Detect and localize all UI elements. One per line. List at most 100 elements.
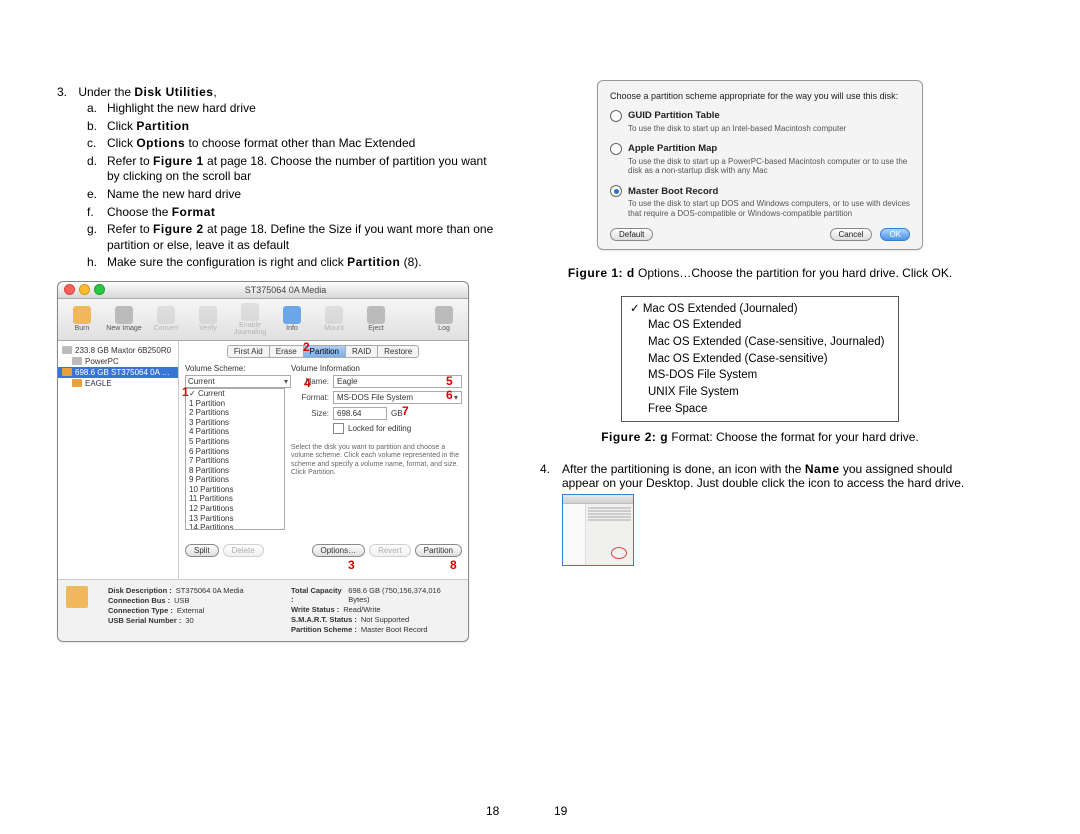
tab-raid[interactable]: RAID (345, 345, 378, 358)
toolbar-info[interactable]: Info (274, 306, 310, 332)
vs-option[interactable]: 1 Partition (186, 399, 284, 409)
sidebar-disk-1[interactable]: 233.8 GB Maxtor 6B250R0 (58, 345, 178, 356)
page-number-18: 18 (486, 804, 499, 818)
desktop-thumbnail (562, 494, 634, 566)
item-number: 4. (540, 462, 562, 490)
volume-scheme-col: Volume Scheme: Current▾ Current1 Partiti… (185, 364, 285, 530)
sub-d: d.Refer to Figure 1 at page 18. Choose t… (87, 154, 507, 185)
name-input[interactable]: Eagle (333, 375, 462, 388)
partition-options-dialog: Choose a partition scheme appropriate fo… (597, 80, 923, 250)
radio-icon[interactable] (610, 110, 622, 122)
sub-c: c.Click Options to choose format other t… (87, 136, 507, 152)
volume-scheme-dropdown[interactable]: Current▾ (185, 375, 291, 388)
format-option[interactable]: Mac OS Extended (Journaled) (630, 301, 890, 318)
tab-bar: First Aid Erase Partition RAID Restore (185, 345, 462, 358)
vs-option[interactable]: 6 Partitions (186, 447, 284, 457)
size-unit: GB (391, 409, 403, 418)
vs-option[interactable]: 7 Partitions (186, 456, 284, 466)
vs-option[interactable]: 10 Partitions (186, 485, 284, 495)
format-select[interactable]: MS-DOS File System▾ (333, 391, 462, 404)
tab-first-aid[interactable]: First Aid (227, 345, 270, 358)
toolbar-convert: Convert (148, 306, 184, 332)
cancel-button[interactable]: Cancel (830, 228, 873, 241)
page-left: 3. Under the Disk Utilities, a.Highlight… (57, 85, 507, 642)
vs-option[interactable]: 9 Partitions (186, 475, 284, 485)
partition-button[interactable]: Partition (415, 544, 462, 557)
disk-sidebar: 233.8 GB Maxtor 6B250R0 PowerPC 698.6 GB… (58, 341, 179, 579)
sub-list: a.Highlight the new hard drive b.Click P… (87, 101, 507, 271)
vs-option[interactable]: Current (186, 389, 284, 399)
disk-icon (62, 346, 72, 354)
list-item-3: 3. Under the Disk Utilities, a.Highlight… (57, 85, 507, 271)
item-number: 3. (57, 85, 75, 99)
ok-button[interactable]: OK (880, 228, 910, 241)
minimize-icon[interactable] (79, 284, 90, 295)
format-option[interactable]: MS-DOS File System (630, 367, 890, 384)
tab-erase[interactable]: Erase (269, 345, 304, 358)
volume-info-col: Volume Information Name:Eagle Format:MS-… (291, 364, 462, 530)
verify-icon (199, 306, 217, 324)
sidebar-vol-eagle[interactable]: EAGLE (58, 378, 178, 389)
split-button[interactable]: Split (185, 544, 219, 557)
main-list: 3. Under the Disk Utilities, a.Highlight… (57, 85, 507, 271)
vs-option[interactable]: 12 Partitions (186, 504, 284, 514)
vs-option[interactable]: 14 Partitions (186, 523, 284, 530)
vs-option[interactable]: 2 Partitions (186, 408, 284, 418)
sidebar-vol-powerpc[interactable]: PowerPC (58, 356, 178, 367)
vs-option[interactable]: 3 Partitions (186, 418, 284, 428)
titlebar: ST375064 0A Media (58, 282, 468, 299)
default-button[interactable]: Default (610, 228, 653, 241)
radio-icon-selected[interactable] (610, 185, 622, 197)
volume-scheme-label: Volume Scheme: (185, 364, 285, 373)
vs-option[interactable]: 8 Partitions (186, 466, 284, 476)
toolbar-log[interactable]: Log (426, 306, 462, 332)
format-option[interactable]: UNIX File System (630, 384, 890, 401)
dialog-heading: Choose a partition scheme appropriate fo… (610, 91, 910, 102)
figure-1-caption: Figure 1: d Options…Choose the partition… (540, 266, 980, 280)
vs-option[interactable]: 5 Partitions (186, 437, 284, 447)
vs-option[interactable]: 4 Partitions (186, 427, 284, 437)
format-option[interactable]: Mac OS Extended (630, 317, 890, 334)
toolbar-eject[interactable]: Eject (358, 306, 394, 332)
option-apple[interactable]: Apple Partition Map To use the disk to s… (610, 143, 910, 175)
format-option[interactable]: Free Space (630, 401, 890, 418)
option-label: GUID Partition Table (628, 110, 720, 121)
du-footer: Disk Description : ST375064 0A Media Con… (58, 580, 468, 641)
help-text: Select the disk you want to partition an… (291, 444, 462, 478)
option-mbr[interactable]: Master Boot Record To use the disk to st… (610, 185, 910, 217)
mount-icon (325, 306, 343, 324)
format-list[interactable]: Mac OS Extended (Journaled)Mac OS Extend… (621, 296, 899, 423)
tab-partition[interactable]: Partition (303, 345, 346, 358)
dialog-buttons: Default Cancel OK (610, 228, 910, 241)
close-icon[interactable] (64, 284, 75, 295)
chevron-down-icon: ▾ (454, 393, 458, 402)
locked-checkbox[interactable] (333, 423, 344, 434)
page-number-19: 19 (554, 804, 567, 818)
toolbar: Burn New Image Convert Verify Enable Jou… (58, 299, 468, 341)
du-body: 233.8 GB Maxtor 6B250R0 PowerPC 698.6 GB… (58, 341, 468, 580)
format-option[interactable]: Mac OS Extended (Case-sensitive) (630, 351, 890, 368)
toolbar-burn[interactable]: Burn (64, 306, 100, 332)
window-controls[interactable] (64, 284, 105, 295)
sub-a: a.Highlight the new hard drive (87, 101, 507, 117)
options-button[interactable]: Options… (312, 544, 366, 557)
format-option[interactable]: Mac OS Extended (Case-sensitive, Journal… (630, 334, 890, 351)
radio-icon[interactable] (610, 143, 622, 155)
list-item-4-wrap: 4. After the partitioning is done, an ic… (540, 462, 980, 566)
volume-icon (72, 379, 82, 387)
sub-e: e.Name the new hard drive (87, 187, 507, 203)
vs-option[interactable]: 13 Partitions (186, 514, 284, 524)
disk-footer-icon (66, 586, 88, 608)
option-desc: To use the disk to start up an Intel-bas… (628, 124, 910, 133)
volume-scheme-list[interactable]: Current1 Partition2 Partitions3 Partitio… (185, 388, 285, 530)
vs-option[interactable]: 11 Partitions (186, 494, 284, 504)
journaling-icon (241, 303, 259, 321)
sidebar-disk-2-selected[interactable]: 698.6 GB ST375064 0A … (58, 367, 178, 378)
option-guid[interactable]: GUID Partition Table To use the disk to … (610, 110, 910, 133)
toolbar-new-image[interactable]: New Image (106, 306, 142, 332)
tab-restore[interactable]: Restore (377, 345, 419, 358)
size-input[interactable]: 698.64 (333, 407, 387, 420)
du-main-panel: First Aid Erase Partition RAID Restore V… (179, 341, 468, 579)
sub-g: g.Refer to Figure 2 at page 18. Define t… (87, 222, 507, 253)
zoom-icon[interactable] (94, 284, 105, 295)
